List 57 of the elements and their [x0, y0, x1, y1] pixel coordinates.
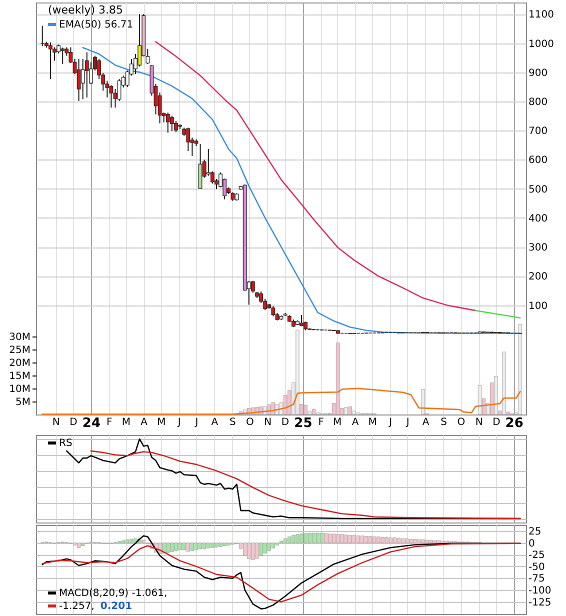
y-tick-label: 25: [528, 526, 542, 538]
x-tick-label: D: [492, 417, 501, 428]
chart-title: (weekly) 3.85: [48, 4, 124, 16]
x-tick-label: J: [194, 417, 198, 428]
x-tick-label: A: [211, 417, 218, 428]
y-tick-label: 900: [528, 68, 548, 79]
x-tick-label: S: [229, 417, 236, 428]
x-tick-label: F: [106, 417, 113, 428]
x-tick-label: J: [176, 417, 181, 428]
x-tick-label: D: [70, 417, 78, 428]
x-tick-label: M: [368, 417, 377, 428]
x-tick-label: J: [388, 417, 392, 428]
y2-tick-label: 25M: [9, 344, 30, 356]
x-tick-label: N: [475, 417, 483, 428]
legend-label: -1.257,: [59, 601, 94, 612]
y-tick-label: -75: [528, 574, 545, 585]
legend-label: MACD(8,20,9) -1.061,: [59, 588, 168, 599]
legend-label: EMA(50) 56.71: [59, 20, 134, 30]
y-tick-label: 400: [528, 213, 548, 224]
y-tick-label: 700: [528, 126, 548, 138]
x-tick-label: O: [457, 417, 466, 428]
y-tick-label: -100: [528, 585, 552, 596]
x-tick-label: O: [246, 417, 254, 428]
y-tick-label: 200: [528, 272, 548, 283]
y-tick-label: -50: [528, 562, 545, 573]
x-tick-label: N: [52, 417, 60, 428]
x-tick-label: 26: [505, 416, 524, 431]
y2-tick-label: 30M: [9, 332, 30, 343]
x-tick-label: M: [157, 417, 166, 428]
y-tick-label: -25: [528, 550, 545, 562]
y-tick-label: 1100: [528, 10, 554, 21]
x-tick-label: F: [318, 417, 324, 428]
y-tick-label: 1000: [528, 38, 554, 50]
y-tick-label: 600: [528, 155, 548, 166]
y2-tick-label: 10M: [9, 384, 30, 395]
y-tick-label: 100: [528, 300, 548, 312]
x-tick-label: N: [264, 417, 272, 428]
annotation: 0.201: [100, 601, 132, 612]
x-tick-label: A: [422, 417, 430, 428]
y-tick-label: 500: [528, 184, 548, 196]
x-tick-label: M: [122, 417, 130, 428]
y-tick-label: -125: [528, 597, 552, 608]
y2-tick-label: 20M: [9, 358, 30, 369]
x-tick-label: A: [140, 417, 148, 428]
y-tick-label: 0: [528, 538, 535, 550]
x-tick-label: J: [405, 417, 410, 428]
y-tick-label: 800: [528, 96, 548, 108]
y2-tick-label: 15M: [9, 370, 30, 382]
x-tick-label: A: [352, 417, 359, 428]
x-tick-label: D: [281, 417, 290, 428]
x-tick-label: 24: [82, 416, 101, 431]
y2-tick-label: 5M: [16, 396, 30, 408]
x-tick-label: M: [333, 417, 342, 428]
legend-label: RS: [59, 438, 72, 449]
y-tick-label: 300: [528, 242, 548, 254]
x-tick-label: 25: [294, 416, 312, 431]
x-tick-label: S: [440, 417, 447, 428]
